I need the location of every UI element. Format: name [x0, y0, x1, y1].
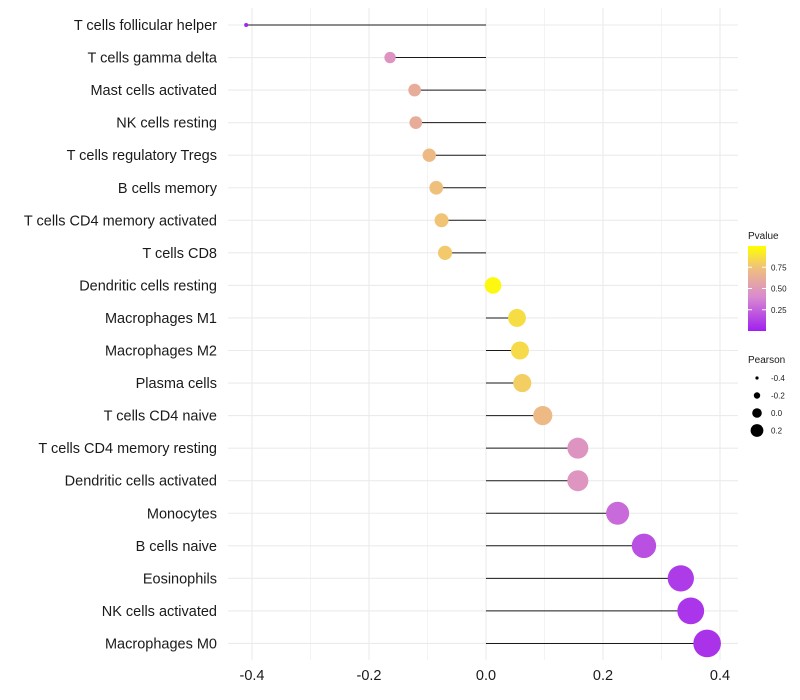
pvalue-tick-label: 0.25 — [771, 306, 787, 315]
pvalue-colorbar — [748, 246, 766, 331]
data-point — [508, 309, 526, 327]
data-point — [422, 148, 436, 162]
category-label: T cells CD8 — [142, 246, 217, 262]
x-tick-label: -0.2 — [357, 668, 382, 684]
grid-lines — [228, 8, 738, 660]
category-label: Macrophages M2 — [105, 344, 217, 360]
category-label: Macrophages M0 — [105, 636, 217, 652]
data-point — [409, 116, 423, 129]
data-point — [429, 180, 444, 195]
category-label: NK cells activated — [102, 604, 217, 620]
x-tick-label: 0.2 — [593, 668, 613, 684]
pearson-key-label: -0.2 — [771, 392, 785, 401]
data-point — [244, 23, 249, 27]
category-label: NK cells resting — [116, 116, 217, 132]
data-point — [533, 405, 553, 426]
category-label: B cells memory — [118, 181, 218, 197]
x-tick-label: -0.4 — [240, 668, 265, 684]
pearson-key — [755, 376, 759, 380]
pearson-legend: Pearson -0.4 -0.2 0.0 0.2 — [748, 355, 785, 437]
data-point — [434, 213, 449, 228]
data-point — [408, 83, 421, 97]
category-label: Dendritic cells resting — [79, 278, 217, 294]
pvalue-legend-title: Pvalue — [748, 231, 779, 242]
pearson-key-label: 0.0 — [771, 409, 783, 418]
category-label: Plasma cells — [136, 376, 217, 392]
pearson-key — [750, 424, 764, 437]
points — [244, 23, 721, 658]
data-point — [510, 341, 529, 360]
category-label: T cells CD4 naive — [104, 409, 217, 425]
pearson-key — [752, 408, 762, 418]
category-label: B cells naive — [136, 539, 217, 555]
category-label: Dendritic cells activated — [65, 474, 217, 490]
pearson-key-label: -0.4 — [771, 374, 785, 383]
category-label: Eosinophils — [143, 571, 217, 587]
category-label: Macrophages M1 — [105, 311, 217, 327]
x-tick-label: 0.0 — [476, 668, 496, 684]
data-point — [667, 565, 694, 592]
data-point — [693, 629, 721, 658]
pearson-legend-title: Pearson — [748, 355, 785, 366]
category-label: T cells CD4 memory resting — [38, 441, 217, 457]
pearson-key — [753, 392, 761, 399]
pearson-key-label: 0.2 — [771, 427, 783, 436]
data-point — [437, 245, 453, 260]
data-point — [606, 501, 630, 525]
category-label: T cells CD4 memory activated — [24, 213, 217, 229]
x-tick-label: 0.4 — [710, 668, 730, 684]
data-point — [484, 277, 502, 294]
category-label: T cells follicular helper — [74, 18, 217, 34]
data-point — [513, 373, 532, 393]
category-labels: T cells follicular helper T cells gamma d… — [24, 18, 218, 652]
data-point — [677, 597, 705, 625]
x-axis-ticks: -0.4 -0.2 0.0 0.2 0.4 — [240, 668, 731, 684]
category-label: Mast cells activated — [90, 83, 217, 99]
data-point — [384, 51, 396, 64]
data-point — [567, 470, 589, 492]
pvalue-tick-label: 0.75 — [771, 263, 787, 272]
data-point — [631, 533, 657, 558]
category-label: Monocytes — [147, 506, 217, 522]
pvalue-legend: Pvalue 0.25 0.50 0.75 — [748, 231, 787, 331]
category-label: T cells regulatory Tregs — [67, 148, 217, 164]
category-label: T cells gamma delta — [88, 51, 218, 67]
pvalue-tick-label: 0.50 — [771, 285, 787, 294]
data-point — [567, 437, 589, 459]
